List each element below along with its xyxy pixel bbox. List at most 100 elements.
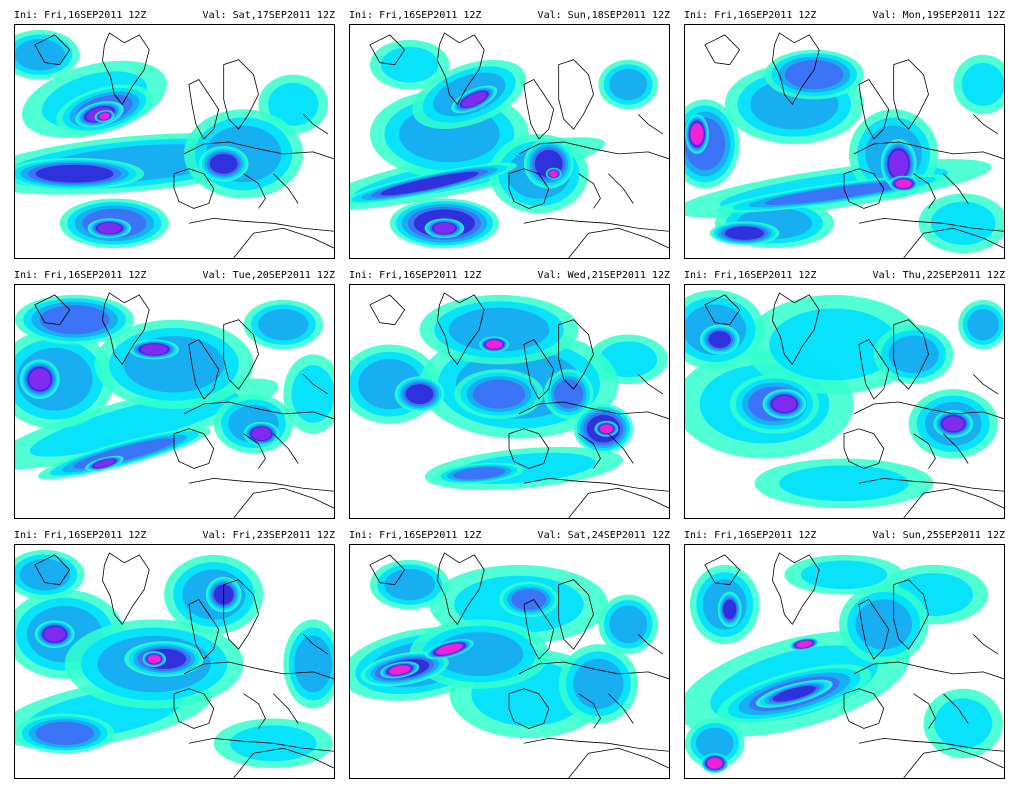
coastline [893, 579, 929, 650]
coastline [233, 747, 334, 778]
coastline [188, 339, 220, 400]
coastline [913, 433, 969, 469]
valid-time-label: Val: Fri,23SEP2011 12Z [202, 530, 335, 541]
init-time-label: Ini: Fri,16SEP2011 12Z [14, 270, 147, 281]
coastline [369, 294, 406, 326]
precip-field [350, 32, 669, 258]
precip-blob [97, 222, 122, 234]
precip-field [685, 289, 1004, 518]
coastline [508, 168, 550, 209]
precip-blob [19, 559, 70, 591]
coastline [233, 487, 334, 518]
precip-blob [433, 222, 456, 234]
coastline [558, 59, 594, 130]
coastline [188, 217, 334, 232]
precipitation-map [14, 24, 335, 259]
coastline [558, 319, 594, 390]
coastline [183, 401, 334, 420]
coastline [972, 633, 999, 655]
precip-blob [895, 179, 912, 188]
valid-time-label: Val: Tue,20SEP2011 12Z [202, 270, 335, 281]
coastline [518, 661, 669, 680]
precip-blob [554, 379, 584, 409]
precipitation-map [14, 544, 335, 779]
precip-field [15, 292, 334, 518]
precip-blob [855, 599, 913, 650]
coastline [637, 373, 664, 395]
precip-blob [769, 308, 899, 381]
precip-blob [448, 307, 550, 352]
init-time-label: Ini: Fri,16SEP2011 12Z [349, 270, 482, 281]
valid-time-label: Val: Sun,18SEP2011 12Z [537, 10, 670, 21]
coastline [369, 554, 406, 586]
coastline [858, 737, 1004, 752]
coastline [858, 79, 890, 140]
coastline [223, 59, 259, 130]
coastline [173, 168, 215, 209]
coastline [843, 428, 885, 469]
precip-blob [725, 226, 765, 240]
init-time-label: Ini: Fri,16SEP2011 12Z [684, 270, 817, 281]
init-time-label: Ini: Fri,16SEP2011 12Z [684, 530, 817, 541]
precip-blob [609, 68, 648, 101]
coastline [102, 32, 150, 106]
precip-blob [888, 150, 909, 178]
panel-header: Ini: Fri,16SEP2011 12Z Val: Sun,18SEP201… [349, 9, 670, 23]
panel-header: Ini: Fri,16SEP2011 12Z Val: Tue,20SEP201… [14, 269, 335, 283]
precipitation-map [349, 24, 670, 259]
coastline [853, 401, 1004, 420]
coastline [858, 339, 890, 400]
coastline [903, 747, 1004, 778]
coastline [772, 32, 820, 106]
panel-header: Ini: Fri,16SEP2011 12Z Val: Wed,21SEP201… [349, 269, 670, 283]
coastline [858, 599, 890, 660]
valid-time-label: Val: Sat,24SEP2011 12Z [537, 530, 670, 541]
panel-header: Ini: Fri,16SEP2011 12Z Val: Thu,22SEP201… [684, 269, 1005, 283]
coastline [437, 32, 485, 106]
coastline [704, 34, 741, 66]
coastline [188, 599, 220, 660]
coastline [913, 693, 969, 729]
coastline [437, 552, 485, 626]
precip-blob [29, 368, 51, 390]
valid-time-label: Val: Sat,17SEP2011 12Z [202, 10, 335, 21]
precipitation-map [349, 544, 670, 779]
coastline [843, 168, 885, 209]
panel-header: Ini: Fri,16SEP2011 12Z Val: Sat,17SEP201… [14, 9, 335, 23]
valid-time-label: Val: Wed,21SEP2011 12Z [537, 270, 670, 281]
precip-blob [707, 757, 723, 769]
precip-blob [772, 395, 797, 413]
precip-blob [934, 698, 993, 749]
coastline [173, 428, 215, 469]
coastline [578, 433, 634, 469]
coastline [302, 113, 329, 135]
panel-header: Ini: Fri,16SEP2011 12Z Val: Mon,19SEP201… [684, 9, 1005, 23]
precipitation-map [684, 284, 1005, 519]
precip-blob [930, 201, 996, 245]
init-time-label: Ini: Fri,16SEP2011 12Z [349, 10, 482, 21]
coastline [173, 688, 215, 729]
precipitation-map [684, 24, 1005, 259]
precip-blob [35, 164, 114, 183]
coastline [578, 693, 634, 729]
precip-field [15, 549, 334, 778]
coastline [102, 292, 150, 366]
coastline [523, 737, 669, 752]
coastline [34, 294, 71, 326]
coastline [772, 292, 820, 366]
precip-blob [209, 153, 238, 174]
coastline [523, 79, 555, 140]
coastline [183, 141, 334, 160]
coastline [523, 217, 669, 232]
precip-blob [967, 308, 999, 341]
precip-blob [35, 721, 94, 746]
precipitation-map [349, 284, 670, 519]
coastline [893, 59, 929, 130]
coastline [772, 552, 820, 626]
precip-blob [609, 605, 648, 644]
coastline [853, 661, 1004, 680]
coastline [637, 113, 664, 135]
coastline [508, 428, 550, 469]
precip-blob [140, 344, 168, 355]
coastline [568, 487, 669, 518]
